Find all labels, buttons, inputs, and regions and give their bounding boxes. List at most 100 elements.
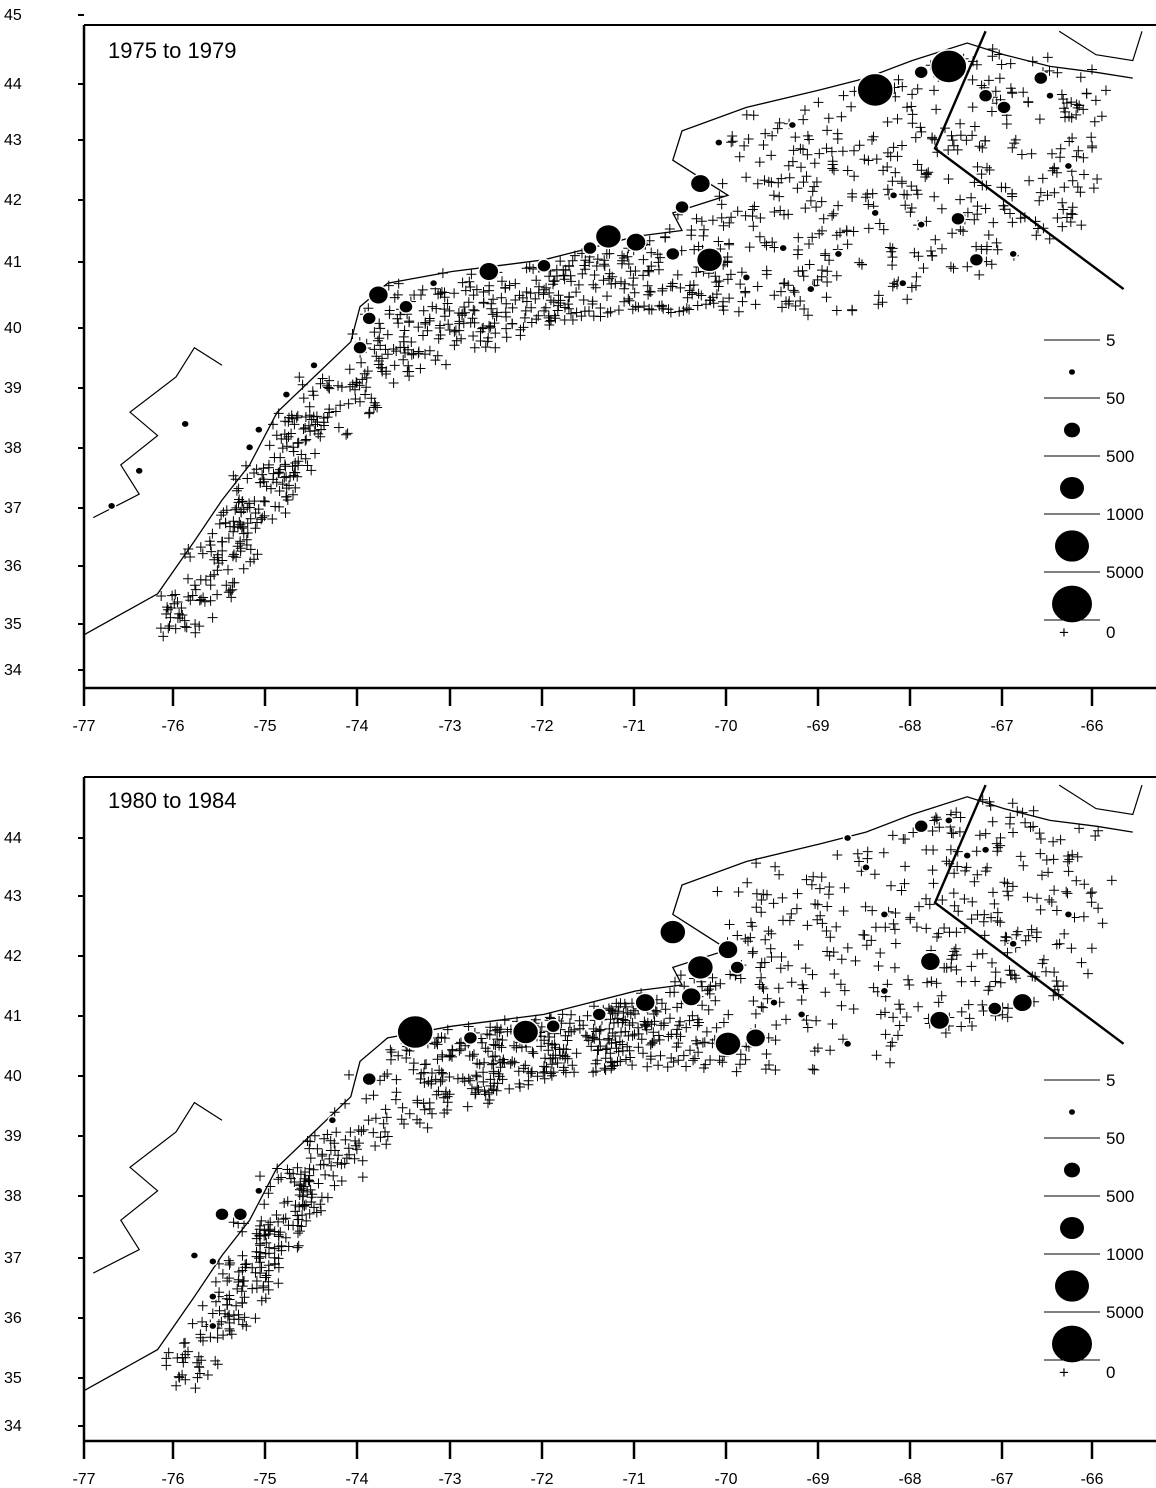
zero-catch-cross — [600, 1065, 611, 1075]
zero-catch-cross — [681, 1061, 691, 1072]
zero-catch-cross — [224, 1309, 235, 1320]
zero-catch-cross — [1059, 928, 1070, 939]
zero-catch-cross — [839, 985, 850, 996]
zero-catch-cross — [324, 375, 335, 386]
zero-catch-cross — [862, 853, 873, 864]
zero-catch-cross — [1093, 903, 1104, 914]
zero-catch-cross — [740, 1054, 751, 1065]
zero-catch-cross — [1059, 182, 1070, 193]
zero-catch-cross — [887, 176, 898, 187]
zero-catch-cross — [888, 142, 899, 153]
zero-catch-cross — [1071, 109, 1082, 120]
zero-catch-cross — [296, 449, 307, 460]
zero-catch-cross — [424, 313, 435, 324]
catch-bubble — [428, 278, 439, 288]
zero-catch-cross — [678, 305, 689, 316]
zero-catch-cross — [283, 1220, 294, 1231]
zero-catch-cross — [471, 1070, 481, 1081]
zero-catch-cross — [351, 1144, 362, 1155]
zero-catch-cross — [798, 114, 809, 125]
zero-catch-cross — [823, 113, 834, 124]
zero-catch-cross — [416, 290, 426, 300]
zero-catch-cross — [195, 574, 206, 585]
zero-catch-cross — [273, 408, 284, 419]
zero-catch-cross — [212, 1332, 223, 1343]
zero-catch-cross — [750, 299, 761, 310]
zero-catch-cross — [912, 83, 923, 94]
catch-bubble — [367, 285, 390, 305]
zero-catch-cross — [1073, 145, 1084, 156]
zero-catch-cross — [806, 879, 817, 890]
zero-catch-cross — [273, 1278, 284, 1289]
nova-scotia-outline — [1058, 30, 1143, 62]
zero-catch-cross — [751, 902, 762, 913]
zero-catch-cross — [722, 252, 733, 262]
zero-catch-cross — [951, 964, 962, 975]
zero-catch-cross — [528, 264, 539, 274]
zero-catch-cross — [361, 372, 372, 383]
zero-catch-cross — [761, 269, 772, 280]
zero-catch-cross — [828, 208, 839, 219]
catch-bubble — [842, 833, 853, 843]
zero-catch-cross — [336, 1176, 347, 1186]
zero-catch-cross — [598, 275, 609, 286]
zero-catch-cross — [940, 1028, 951, 1038]
zero-catch-cross — [471, 284, 482, 295]
zero-catch-cross — [950, 943, 961, 954]
zero-catch-cross — [916, 165, 927, 176]
zero-catch-cross — [791, 903, 802, 914]
zero-catch-cross — [260, 1248, 271, 1259]
catch-bubble — [665, 246, 681, 262]
zero-catch-cross — [1064, 136, 1075, 147]
zero-catch-cross — [811, 1015, 822, 1026]
zero-catch-cross — [663, 304, 674, 315]
zero-catch-cross — [1041, 855, 1052, 865]
zero-catch-cross — [963, 999, 974, 1010]
zero-catch-cross — [846, 101, 857, 112]
zero-catch-cross — [382, 1131, 393, 1142]
zero-catch-cross — [217, 1268, 228, 1279]
zero-catch-cross — [854, 856, 864, 867]
zero-catch-cross — [216, 510, 227, 521]
catch-bubble — [545, 1019, 561, 1034]
zero-catch-cross — [557, 1009, 568, 1020]
zero-catch-cross — [726, 137, 737, 148]
zero-catch-cross — [589, 270, 600, 280]
zero-catch-cross — [795, 143, 806, 154]
zero-catch-cross — [155, 623, 166, 634]
y-tick-label: 39 — [4, 1128, 22, 1145]
zero-catch-cross — [796, 162, 806, 173]
zero-catch-cross — [544, 320, 555, 330]
zero-catch-cross — [459, 1076, 470, 1087]
zero-catch-cross — [216, 536, 227, 547]
zero-catch-cross — [391, 346, 402, 357]
zero-catch-cross — [807, 186, 818, 197]
zero-catch-cross — [1022, 892, 1033, 903]
zero-catch-cross — [1066, 208, 1077, 219]
zero-catch-cross — [1063, 866, 1074, 877]
zero-catch-cross — [873, 961, 884, 971]
zero-catch-cross — [237, 1250, 248, 1261]
zero-catch-cross — [1007, 217, 1018, 228]
zero-catch-cross — [190, 1383, 201, 1394]
zero-catch-cross — [854, 140, 865, 151]
catch-bubble — [714, 138, 724, 148]
zero-catch-cross — [906, 282, 917, 293]
zero-catch-cross — [820, 248, 831, 259]
zero-catch-cross — [1037, 870, 1047, 881]
x-tick-label: -72 — [530, 718, 553, 735]
zero-catch-cross — [293, 1240, 304, 1251]
zero-catch-cross — [804, 239, 814, 249]
zero-catch-cross — [871, 154, 882, 165]
zero-catch-cross — [1076, 220, 1087, 231]
boundary-line — [933, 30, 1125, 291]
zero-catch-cross — [175, 613, 185, 624]
zero-catch-cross — [741, 1041, 752, 1052]
zero-catch-cross — [305, 1184, 316, 1195]
zero-catch-cross — [369, 397, 380, 408]
zero-catch-cross — [426, 1078, 437, 1089]
zero-catch-cross — [857, 259, 867, 270]
zero-catch-cross — [1065, 217, 1076, 227]
zero-catch-cross — [927, 251, 938, 261]
zero-catch-cross — [629, 1029, 640, 1040]
